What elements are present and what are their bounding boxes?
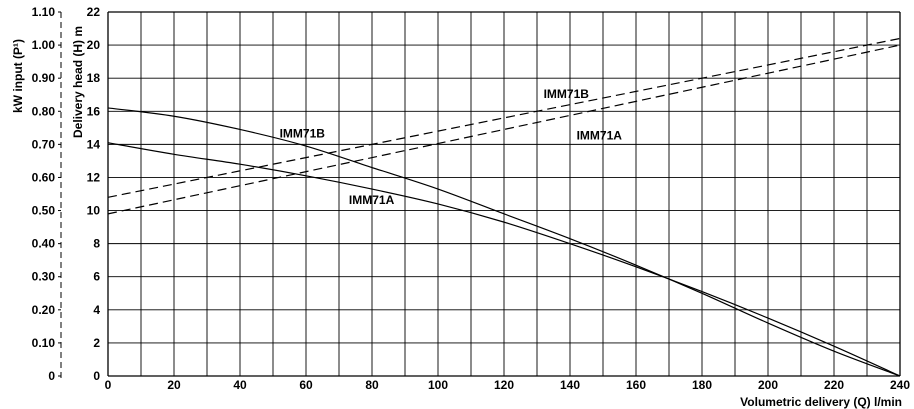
series-label-imm71b: IMM71B bbox=[544, 87, 590, 101]
head-tick-label: 22 bbox=[87, 5, 101, 19]
series-label-imm71a: IMM71A bbox=[577, 128, 623, 142]
power-tick-label: 0.20 bbox=[32, 303, 56, 317]
x-tick-label: 180 bbox=[692, 378, 712, 392]
series-line-power-imm71b bbox=[107, 37, 901, 198]
power-axis-title: kW input (P¹) bbox=[11, 39, 25, 113]
head-tick-label: 2 bbox=[93, 336, 100, 350]
head-tick-label: 18 bbox=[87, 71, 101, 85]
x-axis-title: Volumetric delivery (Q) l/min bbox=[740, 395, 902, 409]
head-tick-label: 20 bbox=[87, 38, 101, 52]
x-tick-label: 160 bbox=[626, 378, 646, 392]
series-line-head-imm71a bbox=[107, 142, 901, 377]
power-tick-label: 0.80 bbox=[32, 104, 56, 118]
power-tick-label: 0 bbox=[48, 369, 55, 383]
x-tick-label: 240 bbox=[890, 378, 910, 392]
head-axis-title: Delivery head (H) m bbox=[71, 26, 85, 138]
power-tick-label: 0.60 bbox=[32, 170, 56, 184]
power-tick-label: 1.10 bbox=[32, 5, 56, 19]
x-tick-label: 120 bbox=[494, 378, 514, 392]
x-tick-label: 0 bbox=[105, 378, 112, 392]
series-labels: IMM71B IMM71A IMM71B IMM71A bbox=[280, 87, 623, 207]
power-tick-label: 0.10 bbox=[32, 336, 56, 350]
power-tick-label: 0.30 bbox=[32, 270, 56, 284]
series-line-power-imm71a bbox=[107, 44, 901, 215]
head-tick-label: 10 bbox=[87, 204, 101, 218]
power-tick-label: 0.50 bbox=[32, 204, 56, 218]
head-tick-label: 0 bbox=[93, 369, 100, 383]
x-tick-label: 80 bbox=[365, 378, 379, 392]
x-axis-ticks: 0 20 40 60 80 100 120 140 160 180 200 220 240 bbox=[105, 378, 911, 392]
x-tick-label: 100 bbox=[428, 378, 448, 392]
grid bbox=[107, 11, 901, 377]
series-line-head-imm71b bbox=[107, 107, 901, 377]
power-axis-ticks: 0 0.10 0.20 0.30 0.40 0.50 0.60 0.70 0.80 0.90 1.0… bbox=[32, 5, 61, 383]
series-label-imm71b: IMM71B bbox=[280, 127, 326, 141]
power-tick-label: 0.40 bbox=[32, 237, 56, 251]
head-tick-label: 12 bbox=[87, 170, 101, 184]
head-axis-ticks: 0 2 4 6 8 10 12 14 16 18 20 22 bbox=[87, 5, 101, 383]
x-tick-label: 140 bbox=[560, 378, 580, 392]
x-tick-label: 40 bbox=[233, 378, 247, 392]
x-tick-label: 60 bbox=[299, 378, 313, 392]
x-tick-label: 200 bbox=[758, 378, 778, 392]
series-label-imm71a: IMM71A bbox=[349, 193, 395, 207]
x-tick-label: 20 bbox=[167, 378, 181, 392]
head-tick-label: 14 bbox=[87, 137, 101, 151]
power-tick-label: 0.90 bbox=[32, 71, 56, 85]
curves bbox=[107, 37, 901, 377]
head-tick-label: 8 bbox=[93, 237, 100, 251]
head-tick-label: 6 bbox=[93, 270, 100, 284]
power-tick-label: 0.70 bbox=[32, 137, 56, 151]
head-tick-label: 16 bbox=[87, 104, 101, 118]
x-tick-label: 220 bbox=[824, 378, 844, 392]
head-tick-label: 4 bbox=[93, 303, 100, 317]
power-tick-label: 1.00 bbox=[32, 38, 56, 52]
